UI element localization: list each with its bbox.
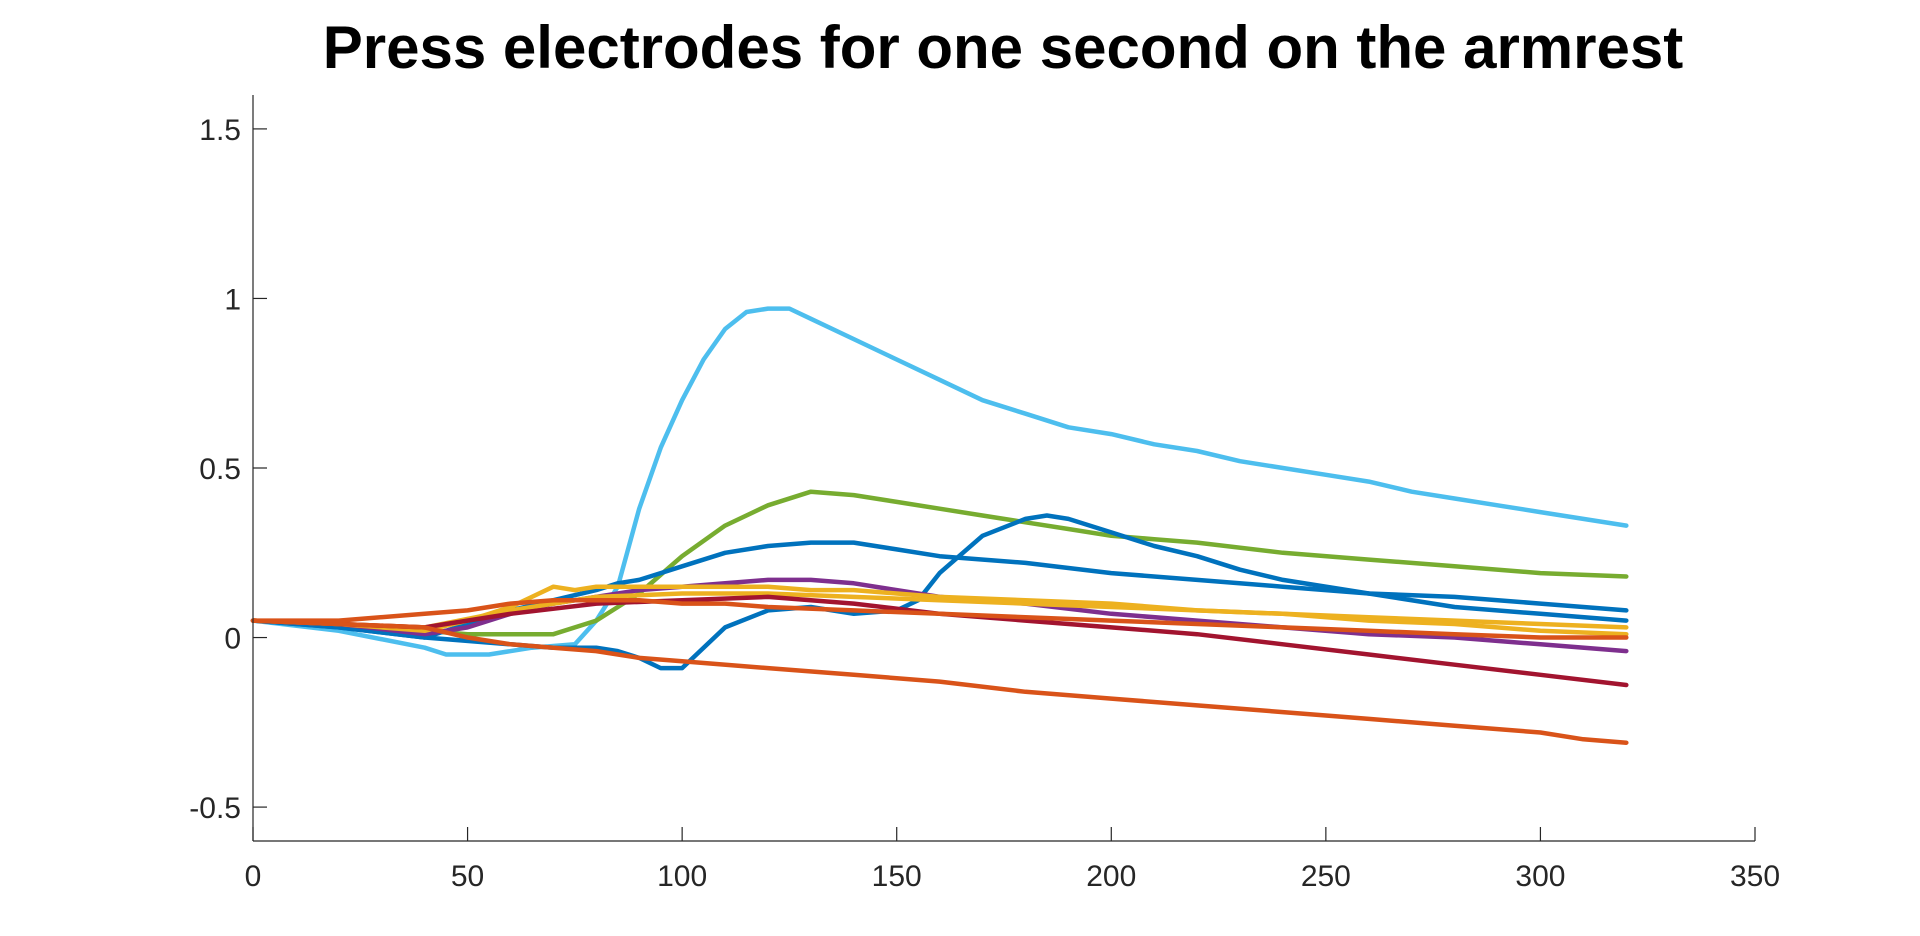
series-layer	[250, 306, 1629, 745]
y-tick-label: 1	[224, 283, 241, 316]
series-line-4	[250, 513, 1629, 671]
x-tick-label: 300	[1515, 860, 1565, 893]
y-tick-label: -0.5	[189, 792, 241, 825]
x-tick-label: 250	[1301, 860, 1351, 893]
series-line-2	[250, 489, 1629, 637]
x-tick-label: 200	[1086, 860, 1136, 893]
y-tick-label: 1.5	[199, 114, 241, 147]
x-tick-label: 150	[872, 860, 922, 893]
x-tick-label: 100	[657, 860, 707, 893]
x-tick-label: 350	[1730, 860, 1780, 893]
chart-title: Press electrodes for one second on the a…	[323, 14, 1683, 81]
x-ticks: 0 50 100 150 200 250 300 350	[245, 827, 1780, 893]
y-tick-label: 0	[224, 623, 241, 656]
series-line-9	[250, 618, 1629, 745]
axes-layer	[252, 95, 1755, 842]
x-tick-label: 0	[245, 860, 262, 893]
series-line-10	[250, 597, 1629, 640]
x-tick-label: 50	[451, 860, 484, 893]
series-line-1	[250, 306, 1629, 657]
y-ticks: -0.5 0 0.5 1 1.5	[189, 114, 267, 825]
y-tick-label: 0.5	[199, 453, 241, 486]
